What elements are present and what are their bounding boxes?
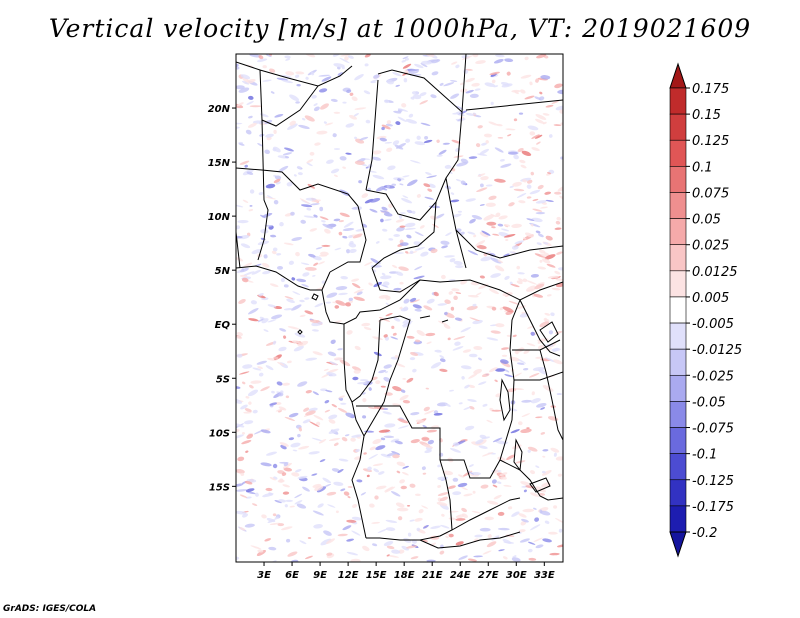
colorbar-swatch [669,401,687,428]
colorbar-label: -0.2 [692,526,717,541]
colorbar-label: -0.1 [692,448,717,463]
lon-tick-label: 12E [338,570,359,581]
colorbar-label: 0.025 [692,239,729,254]
colorbar-label: 0.175 [692,82,729,97]
country-borders [236,54,563,549]
colorbar-swatch [669,453,687,481]
lon-tick-label: 24E [450,570,471,581]
lon-tick-label: 18E [394,570,415,581]
colorbar-swatch [669,244,687,272]
velocity-field [236,54,563,562]
colorbar-label: -0.0125 [692,343,742,358]
colorbar-swatch [669,374,687,402]
colorbar-swatch [669,505,687,533]
axis-ticks: 20N 15N 10N 5N EQ 5S 10S 15S 3E 6E 9E 12E 15E 18E 21E 2… [208,104,555,581]
map-frame [235,53,564,563]
lon-tick-label: 15E [366,570,387,581]
colorbar-label: 0.15 [692,108,721,123]
colorbar-swatch [669,348,687,376]
colorbar-label: 0.05 [692,213,721,228]
colorbar: 0.175 0.15 0.125 0.1 0.075 0.05 0.025 0.0125 0.0… [669,62,742,558]
lat-tick-label: EQ [215,320,231,331]
lon-tick-label: 3E [257,570,271,581]
colorbar-swatch [669,113,687,141]
lat-tick-label: 5S [216,374,230,385]
lon-tick-label: 6E [285,570,299,581]
lat-tick-label: 10N [208,212,231,223]
colorbar-swatch [669,139,687,167]
colorbar-label: -0.125 [692,474,734,489]
colorbar-label: -0.005 [692,317,734,332]
colorbar-label: -0.175 [692,500,734,515]
lat-tick-label: 15S [209,482,230,493]
lon-tick-label: 27E [478,570,499,581]
colorbar-max-arrow [669,62,687,89]
colorbar-label: 0.1 [692,160,713,175]
colorbar-label: 0.005 [692,291,729,306]
colorbar-swatch [669,166,687,193]
colorbar-min-arrow [669,531,687,558]
colorbar-swatch [669,192,687,219]
colorbar-swatch [669,270,687,298]
plot-title: Vertical velocity [m/s] at 1000hPa, VT: … [48,14,752,43]
grads-credit: GrADS: IGES/COLA [3,604,97,614]
lon-tick-label: 21E [422,570,443,581]
colorbar-swatch [669,218,687,246]
colorbar-swatch [669,427,687,454]
lon-tick-label: 9E [313,570,327,581]
colorbar-label: -0.05 [692,395,726,410]
lat-tick-label: 10S [209,428,230,439]
colorbar-swatch [669,479,687,507]
colorbar-swatch [669,322,687,350]
colorbar-label: 0.0125 [692,265,738,280]
colorbar-label: -0.025 [692,369,734,384]
colorbar-swatch [669,296,687,324]
lat-tick-label: 15N [208,158,231,169]
lon-tick-label: 30E [506,570,527,581]
colorbar-label: 0.075 [692,186,729,201]
colorbar-swatch [669,87,687,115]
colorbar-label: 0.125 [692,134,729,149]
lat-tick-label: 20N [208,104,231,115]
lat-tick-label: 5N [215,266,231,277]
lon-tick-label: 33E [534,570,555,581]
colorbar-label: -0.075 [692,422,734,437]
